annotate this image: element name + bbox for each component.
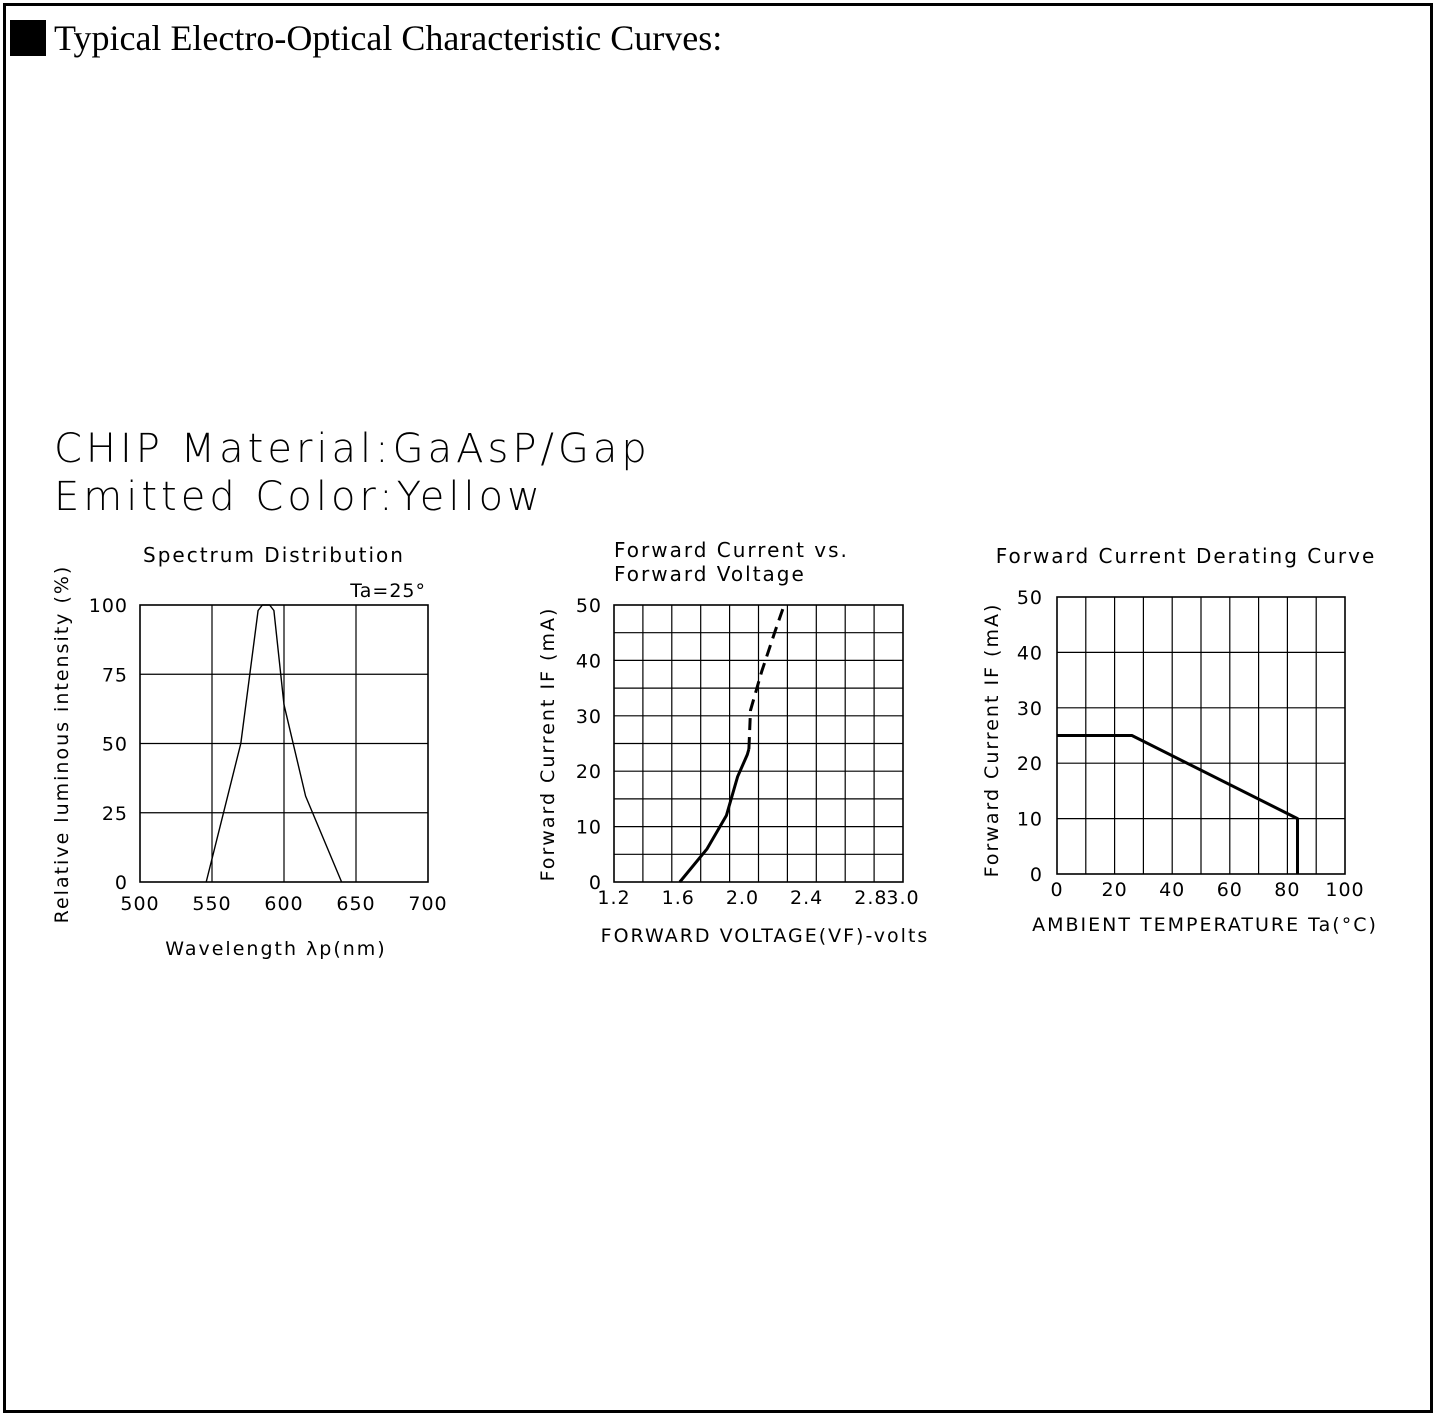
spectrum-x-axis-label: Wavelength λp(nm)	[165, 938, 386, 960]
iv-x-axis-label: FORWARD VOLTAGE(VF)-volts	[601, 925, 930, 947]
derating-y-tick-label: 20	[1017, 753, 1043, 775]
derating-y-tick-label: 10	[1017, 809, 1043, 831]
spectrum-plot-frame	[139, 604, 429, 883]
iv-x-tick-label: 2.4	[790, 887, 823, 909]
spectrum-y-tick-label: 50	[102, 734, 128, 756]
spectrum-x-tick-label: 600	[264, 893, 303, 915]
spectrum-y-tick-label: 75	[102, 664, 128, 686]
heading-text: Typical Electro-Optical Characteristic C…	[54, 18, 723, 58]
iv-y-tick-label: 10	[576, 817, 602, 839]
derating-x-tick-label: 0	[1050, 879, 1063, 901]
spectrum-y-axis-label: Relative luminous intensity (%)	[51, 565, 73, 924]
derating-y-tick-label: 50	[1017, 587, 1043, 609]
derating-x-tick-label: 20	[1102, 879, 1128, 901]
iv-series-line-0	[678, 748, 751, 883]
spectrum-distribution-chart: 500 550 600 650 700 0 25 50 75 100 Spectrum Distri…	[51, 543, 447, 960]
iv-y-axis-label: Forward Current IF (mA)	[537, 607, 559, 882]
iv-chart-title: Forward Current vs.	[614, 538, 849, 562]
emitted-color: Emitted Color:Yellow	[54, 474, 544, 520]
forward-current-derating-chart: 0 20 40 60 80 100 0 10 20 30 40 50 Forward Current D…	[981, 544, 1378, 936]
iv-plot-frame	[613, 604, 904, 883]
spectrum-x-tick-label: 550	[192, 893, 231, 915]
heading-bullet-square	[10, 20, 46, 56]
iv-y-tick-label: 50	[576, 595, 602, 617]
forward-current-vs-voltage-chart: 1.2 1.6 2.0 2.4 2.83.0 0 10 20 30 40 50 Forward Cur…	[537, 538, 930, 947]
iv-y-tick-label: 40	[576, 650, 602, 672]
spectrum-chart-title: Spectrum Distribution	[143, 543, 405, 567]
spectrum-x-tick-label: 500	[120, 893, 159, 915]
spectrum-x-tick-label: 650	[336, 893, 375, 915]
derating-x-tick-label: 60	[1217, 879, 1243, 901]
iv-x-tick-label: 2.8	[854, 887, 887, 909]
derating-y-tick-label: 40	[1017, 642, 1043, 664]
derating-x-tick-label: 40	[1159, 879, 1185, 901]
derating-x-tick-label: 100	[1325, 879, 1364, 901]
iv-chart-subtitle: Forward Voltage	[614, 562, 806, 586]
derating-y-tick-label: 30	[1017, 698, 1043, 720]
derating-chart-title: Forward Current Derating Curve	[996, 544, 1377, 568]
iv-x-tick-label: 3.0	[886, 887, 919, 909]
iv-y-tick-label: 20	[576, 761, 602, 783]
spectrum-series-line-0	[205, 604, 343, 883]
spectrum-annotation: Ta=25°	[349, 580, 426, 602]
derating-series-line-0	[1057, 734, 1299, 874]
spectrum-y-tick-label: 100	[89, 595, 128, 617]
iv-y-tick-label: 0	[589, 872, 602, 894]
derating-y-tick-label: 0	[1030, 864, 1043, 886]
derating-y-axis-label: Forward Current IF (mA)	[981, 603, 1003, 878]
spectrum-x-tick-label: 700	[408, 893, 447, 915]
iv-x-tick-label: 2.0	[726, 887, 759, 909]
iv-x-tick-label: 1.2	[597, 887, 630, 909]
spectrum-y-tick-label: 25	[102, 803, 128, 825]
section-heading: Typical Electro-Optical Characteristic C…	[10, 16, 722, 60]
derating-x-tick-label: 80	[1274, 879, 1300, 901]
spectrum-y-tick-label: 0	[115, 872, 128, 894]
iv-x-tick-label: 1.6	[662, 887, 695, 909]
iv-y-tick-label: 30	[576, 706, 602, 728]
chip-material: CHIP Material:GaAsP/Gap	[54, 426, 651, 472]
iv-series-line-1	[747, 604, 786, 750]
derating-x-axis-label: AMBIENT TEMPERATURE Ta(°C)	[1032, 914, 1378, 936]
